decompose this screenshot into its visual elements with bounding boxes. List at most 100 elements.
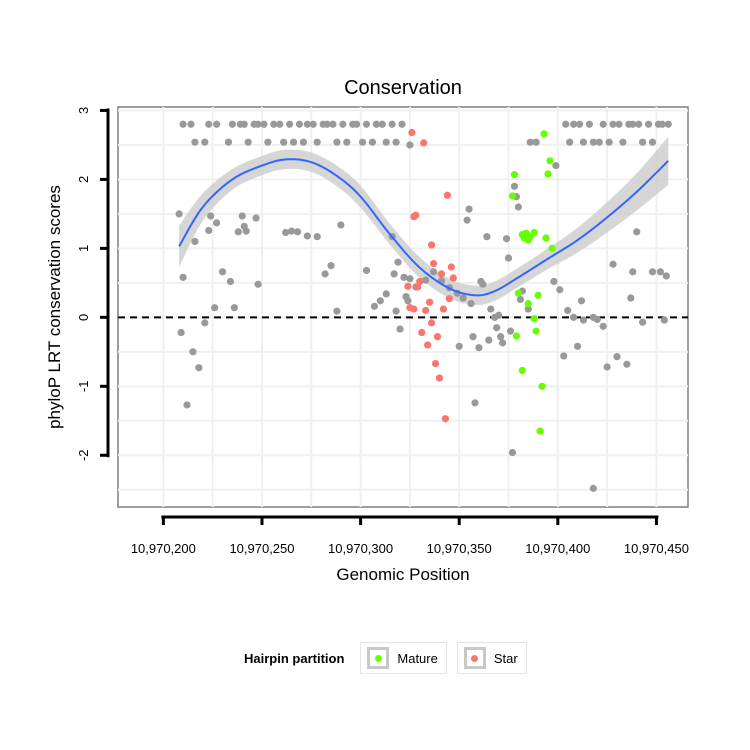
point-other (633, 228, 641, 236)
point-other (378, 120, 386, 128)
point-other (382, 138, 390, 146)
point-other (487, 305, 495, 313)
point-other (469, 333, 477, 341)
point-mature (530, 315, 538, 323)
point-other (627, 294, 635, 302)
point-mature (530, 228, 538, 237)
point-other (195, 364, 203, 372)
point-other (455, 342, 463, 350)
point-other (264, 138, 272, 146)
point-other (639, 318, 647, 326)
point-other (362, 120, 371, 128)
smooth-confidence-band (179, 136, 669, 306)
point-other (175, 210, 183, 218)
x-tick-label: 10,970,450 (624, 541, 689, 556)
point-other (388, 120, 396, 128)
point-other (550, 277, 558, 286)
point-mature (518, 366, 526, 375)
point-other (524, 305, 532, 313)
point-other (404, 297, 412, 305)
point-star (439, 305, 448, 313)
point-other (502, 235, 511, 243)
point-other (585, 120, 593, 128)
point-other (205, 226, 213, 235)
point-other (313, 233, 321, 241)
point-other (577, 297, 586, 305)
point-other (516, 295, 524, 304)
point-other (213, 219, 221, 227)
point-other (327, 262, 335, 270)
point-other (508, 448, 517, 457)
point-other (609, 260, 617, 268)
point-star (404, 282, 412, 290)
point-other (648, 138, 657, 146)
point-other (254, 280, 262, 288)
point-other (189, 348, 197, 356)
point-other (368, 138, 377, 146)
point-other (213, 120, 221, 128)
point-other (483, 233, 491, 241)
point-other (499, 339, 507, 347)
point-other (660, 316, 668, 324)
point-other (589, 138, 597, 146)
point-other (575, 120, 584, 128)
point-other (664, 120, 672, 128)
point-other (459, 294, 467, 302)
point-star (424, 341, 432, 349)
point-other (201, 319, 209, 327)
point-mature (538, 382, 546, 390)
point-other (343, 138, 351, 146)
point-other (635, 120, 643, 128)
point-other (252, 214, 260, 222)
point-other (609, 120, 617, 128)
point-other (323, 120, 331, 128)
point-star (406, 304, 414, 312)
point-other (573, 342, 582, 350)
legend-title: Hairpin partition (244, 650, 345, 666)
point-other (656, 268, 664, 276)
point-other (406, 141, 414, 149)
point-star (435, 374, 444, 382)
point-other (398, 120, 406, 128)
point-other (504, 254, 513, 262)
point-star (420, 139, 428, 147)
point-other (254, 120, 262, 128)
point-other (463, 216, 471, 224)
x-axis-label: Genomic Position (336, 565, 469, 584)
data-points (175, 120, 672, 492)
point-other (179, 120, 187, 128)
point-star (416, 277, 424, 286)
point-star (422, 306, 430, 315)
point-other (396, 325, 404, 333)
point-star (431, 359, 440, 368)
point-other (293, 228, 302, 236)
point-other (422, 276, 430, 284)
point-other (339, 120, 347, 128)
point-star (433, 333, 442, 341)
x-tick-label: 10,970,250 (229, 541, 294, 556)
point-other (280, 138, 288, 146)
point-other (406, 275, 414, 283)
point-other (191, 138, 199, 146)
point-other (552, 162, 560, 170)
point-other (562, 120, 570, 128)
point-other (556, 286, 564, 294)
point-other (467, 299, 475, 308)
smooth-curve (178, 158, 669, 297)
point-other (187, 120, 195, 128)
point-other (465, 205, 473, 213)
point-other (510, 182, 519, 190)
point-star (449, 274, 457, 282)
point-other (201, 138, 209, 146)
point-other (429, 268, 438, 276)
point-other (313, 138, 321, 146)
point-mature (540, 130, 548, 138)
point-mature (542, 234, 550, 242)
point-other (382, 290, 390, 298)
point-mature (508, 192, 517, 200)
point-other (183, 401, 191, 409)
point-other (177, 328, 185, 337)
point-other (629, 268, 637, 276)
point-star (441, 415, 450, 423)
point-other (658, 120, 666, 128)
